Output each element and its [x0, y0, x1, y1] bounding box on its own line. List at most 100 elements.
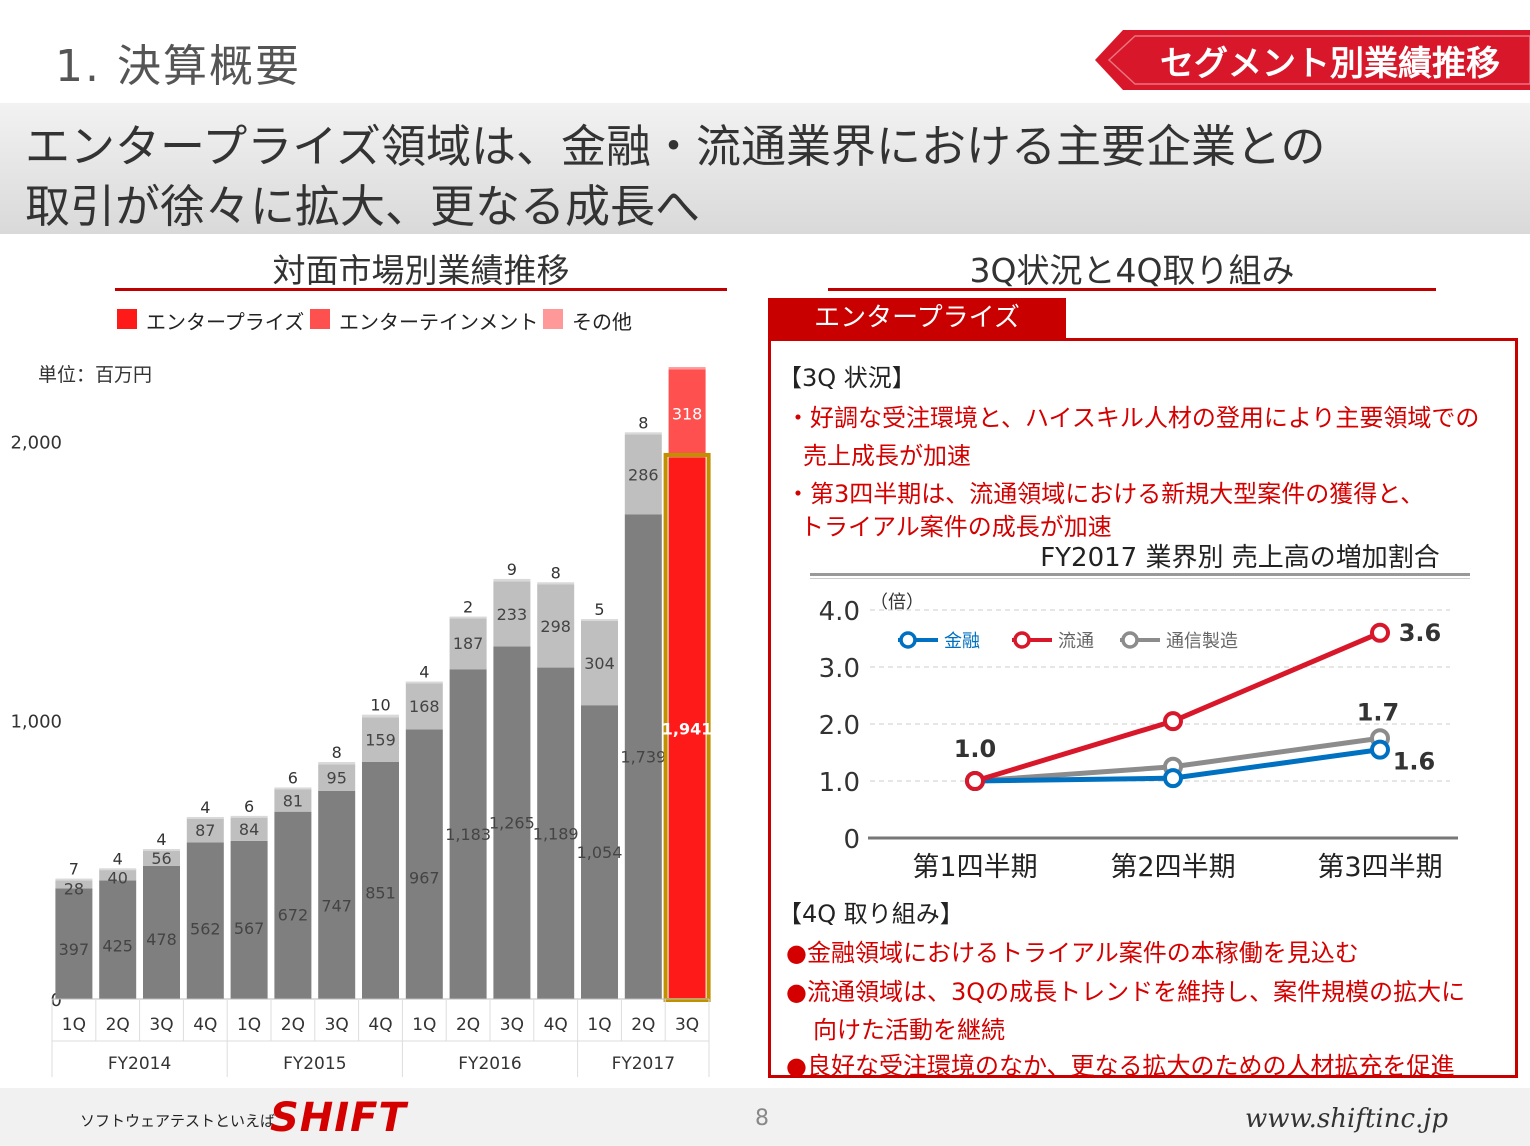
line-legend-marker — [1013, 631, 1031, 649]
bar-entertainment — [449, 617, 487, 670]
bar-label-entertainment: 159 — [365, 731, 396, 750]
q3-bullet-1: ・好調な受注環境と、ハイスキル人材の登用により主要領域での — [786, 404, 1480, 432]
bar-label-enterprise: 1,739 — [620, 748, 666, 767]
legend-label-enterprise: エンタープライズ — [146, 310, 305, 334]
bar-label-other: 6 — [288, 768, 298, 787]
line-data-label: 1.7 — [1357, 698, 1400, 726]
headline-line-2: 取引が徐々に拡大、更なる成長へ — [25, 180, 701, 233]
y-tick-label: 0 — [51, 990, 62, 1011]
bar-label-entertainment: 84 — [239, 820, 259, 839]
line-x-tick-label: 第1四半期 — [912, 852, 1037, 883]
bar-enterprise — [274, 811, 312, 999]
bar-enterprise — [230, 840, 268, 999]
x-tick-label: 1Q — [62, 1015, 86, 1035]
bar-label-entertainment: 81 — [283, 791, 303, 810]
bar-other — [230, 815, 268, 818]
bar-other — [405, 681, 443, 684]
line-y-tick-label: 2.0 — [819, 711, 860, 741]
x-tick-label: 4Q — [544, 1015, 568, 1035]
legend-label-entertainment: エンターテインメント — [339, 310, 539, 334]
bar-highlight-border — [663, 452, 711, 1003]
bar-label-enterprise: 747 — [321, 896, 352, 915]
q3-heading: 【3Q 状況】 — [778, 364, 916, 392]
bar-label-other: 8 — [551, 563, 561, 582]
line-data-label: 3.6 — [1399, 619, 1442, 647]
x-tick-label: 3Q — [325, 1015, 349, 1035]
line-y-tick-label: 4.0 — [819, 597, 860, 627]
chart-unit: 単位：百万円 — [38, 364, 153, 386]
line-chart-title-rule-thin — [810, 578, 1470, 579]
bar-enterprise — [537, 667, 575, 999]
left-section-title: 対面市場別業績推移 — [272, 251, 570, 290]
bar-enterprise — [668, 457, 706, 999]
bar-other — [143, 849, 180, 852]
bar-enterprise — [186, 842, 224, 999]
line-legend-label: 通信製造 — [1166, 631, 1238, 652]
q3-bullet-2: ・第3四半期は、流通領域における新規大型案件の獲得と、 — [786, 480, 1425, 508]
bar-label-other: 4 — [113, 849, 123, 868]
legend-swatch-enterprise — [117, 309, 137, 329]
left-section-rule — [115, 288, 727, 291]
q3-bullet-1-cont: 売上成長が加速 — [803, 442, 971, 470]
footer-url[interactable]: www.shiftinc.jp — [1244, 1104, 1448, 1134]
x-tick-label: 1Q — [587, 1015, 611, 1035]
bar-other — [318, 762, 356, 765]
bar-label-entertainment: 286 — [628, 465, 659, 484]
bar-label-enterprise: 567 — [234, 919, 265, 938]
bar-enterprise — [493, 646, 531, 999]
line-y-tick-label: 1.0 — [819, 768, 860, 798]
line-y-tick-label: 0 — [843, 825, 860, 855]
line-point — [1370, 739, 1390, 760]
bar-other — [537, 582, 575, 585]
bar-other — [99, 868, 137, 871]
x-group-label: FY2014 — [108, 1054, 171, 1074]
segment-tag: セグメント別業績推移 — [1095, 30, 1530, 90]
bar-enterprise — [581, 705, 618, 999]
bar-label-enterprise: 1,265 — [489, 814, 535, 833]
segment-tag-shape — [1095, 30, 1530, 90]
bar-label-other: 10 — [370, 696, 390, 715]
q4-heading: 【4Q 取り組み】 — [778, 900, 964, 928]
bar-label-enterprise: 425 — [102, 937, 133, 956]
bar-label-other: 4 — [156, 830, 166, 849]
legend-swatch-entertainment — [310, 309, 330, 329]
bar-enterprise — [55, 888, 93, 999]
bar-label-entertainment: 40 — [108, 868, 128, 887]
bar-label-enterprise: 1,189 — [533, 824, 579, 843]
bar-label-enterprise: 397 — [59, 940, 90, 959]
bar-entertainment — [143, 850, 180, 866]
bar-entertainment — [668, 369, 706, 458]
line-chart-title: FY2017 業界別 売上高の増加割合 — [1040, 543, 1440, 573]
line-point — [1370, 622, 1390, 643]
bar-enterprise — [143, 865, 180, 999]
q4-bullet-1: ●金融領域におけるトライアル案件の本稼働を見込む — [786, 939, 1359, 967]
bar-entertainment — [274, 789, 312, 812]
footer — [0, 1088, 1530, 1146]
bar-label-enterprise: 478 — [146, 930, 177, 949]
bar-label-enterprise: 562 — [190, 920, 221, 939]
bar-entertainment — [405, 682, 443, 730]
x-tick-label: 1Q — [237, 1015, 261, 1035]
bar-enterprise — [405, 729, 443, 999]
line-x-tick-label: 第2四半期 — [1110, 852, 1235, 883]
bar-label-other: 6 — [244, 797, 254, 816]
bar-label-enterprise: 672 — [278, 906, 309, 925]
bar-enterprise — [624, 514, 662, 999]
x-tick-label: 1Q — [412, 1015, 436, 1035]
bar-label-other: 4 — [419, 663, 429, 682]
bar-other — [449, 616, 487, 619]
right-section-rule — [828, 288, 1436, 291]
bar-label-other: 2 — [463, 598, 473, 617]
bar-label-entertainment: 318 — [672, 405, 703, 424]
x-tick-label: 3Q — [149, 1015, 173, 1035]
bar-label-entertainment: 95 — [327, 769, 347, 788]
q4-bullet-2: ●流通領域は、3Qの成長トレンドを維持し、案件規模の拡大に — [786, 978, 1466, 1006]
bar-other — [362, 714, 399, 718]
page-title: 1. 決算概要 — [55, 41, 301, 92]
enterprise-box — [768, 338, 1518, 1078]
legend-swatch-other — [543, 309, 563, 329]
line-y-tick-label: 3.0 — [819, 654, 860, 684]
footer-tagline: ソフトウェアテストといえば — [80, 1112, 276, 1130]
bar-label-entertainment: 56 — [151, 849, 171, 868]
bar-label-other: 8 — [638, 413, 648, 432]
